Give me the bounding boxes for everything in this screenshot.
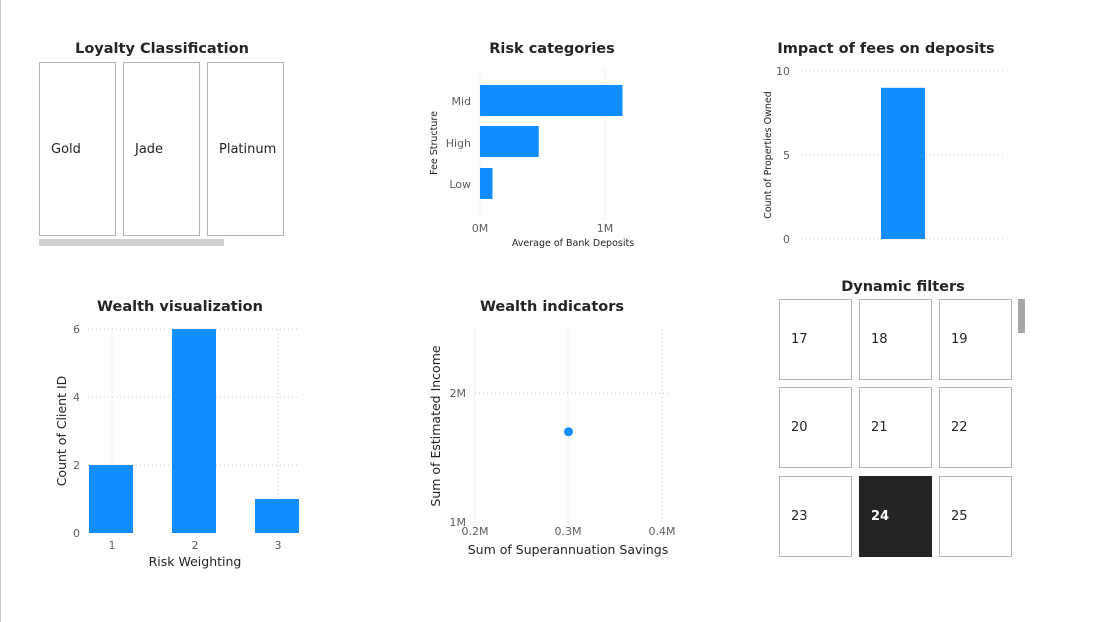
indicators-xtick-2: 0.4M [649,525,676,538]
indicators-ytick-1m: 1M [450,516,467,529]
indicators-xtick-1: 0.3M [555,525,582,538]
dynamic-filters-title: Dynamic filters [841,279,965,295]
risk-bar-mid[interactable] [480,85,623,116]
dynamic-tile-21[interactable]: 21 [859,387,932,468]
indicators-x-axis-title: Sum of Superannuation Savings [468,542,669,557]
risk-x-axis-title: Average of Bank Deposits [512,238,634,249]
dynamic-tile-label: 20 [791,420,808,435]
wealthviz-chart-title: Wealth visualization [97,299,263,315]
indicators-xtick-0: 0.2M [462,525,489,538]
dynamic-tile-20[interactable]: 20 [779,387,852,468]
wealthviz-xtick-1: 1 [109,539,116,552]
wealthviz-ytick-4: 4 [73,391,80,404]
dynamic-tile-19[interactable]: 19 [939,299,1012,380]
fees-ytick-5: 5 [783,149,790,162]
indicators-chart-plot: 2M 1M 0.2M 0.3M 0.4M Sum of Superannuati… [428,329,676,557]
fees-bar[interactable] [881,87,925,239]
risk-ytick-high: High [446,137,471,150]
loyalty-tile-platinum[interactable]: Platinum [207,62,284,236]
dynamic-tile-label: 21 [871,420,888,435]
canvas-left-border [0,0,1,622]
wealthviz-chart-plot: 6 4 2 0 1 2 3 Risk Weighting Count of Cl… [54,323,300,569]
dynamic-tile-label: 17 [791,332,808,347]
dynamic-tile-label: 18 [871,332,888,347]
loyalty-horizontal-scrollbar[interactable] [39,239,224,246]
dynamic-tile-label: 19 [951,332,968,347]
dynamic-tile-label: 22 [951,420,968,435]
risk-chart-plot: Mid High Low 0M 1M Average of Bank Depos… [429,70,634,249]
risk-ytick-low: Low [449,178,471,191]
wealthviz-ytick-6: 6 [73,323,80,336]
indicators-y-axis-title: Sum of Estimated Income [428,345,443,506]
risk-ytick-mid: Mid [451,95,471,108]
wealthviz-bar-1[interactable] [89,465,133,533]
dynamic-tile-23[interactable]: 23 [779,476,852,557]
wealth-indicators-chart: Wealth indicators 2M 1M 0.2M 0.3M 0.4M S… [418,296,686,562]
dynamic-tile-label: 25 [951,509,968,524]
loyalty-slicer: Loyalty Classification Gold Jade Platinu… [38,38,288,250]
wealth-visualization-chart: Wealth visualization 6 4 2 0 1 2 3 Risk … [50,296,310,572]
fees-impact-chart: Impact of fees on deposits 10 5 0 Count … [756,38,1016,254]
wealthviz-ytick-2: 2 [73,459,80,472]
indicators-scatter-point[interactable] [564,427,573,437]
risk-categories-chart: Risk categories Mid High Low 0M 1M Avera… [418,38,686,254]
wealthviz-bar-2[interactable] [172,329,216,533]
dynamic-tile-17[interactable]: 17 [779,299,852,380]
indicators-ytick-2m: 2M [450,387,467,400]
dynamic-vertical-scrollbar[interactable] [1018,299,1025,333]
risk-y-axis-title: Fee Structure [429,111,440,175]
risk-bar-high[interactable] [480,126,539,157]
risk-xtick-0: 0M [472,222,489,235]
risk-chart-title: Risk categories [489,41,615,57]
dynamic-tile-25[interactable]: 25 [939,476,1012,557]
wealthviz-bar-3[interactable] [255,499,299,533]
loyalty-tile-label: Platinum [219,141,277,157]
loyalty-slicer-title: Loyalty Classification [75,41,249,57]
fees-ytick-10: 10 [776,65,790,78]
wealthviz-y-axis-title: Count of Client ID [54,376,69,487]
wealthviz-x-axis-title: Risk Weighting [149,554,242,569]
risk-xtick-1: 1M [597,222,614,235]
loyalty-tile-label: Jade [135,141,164,157]
wealthviz-xtick-2: 2 [192,539,199,552]
indicators-chart-title: Wealth indicators [479,299,625,315]
fees-ytick-0: 0 [783,233,790,246]
loyalty-tile-gold[interactable]: Gold [39,62,116,236]
dynamic-filters-slicer: Dynamic filters 17 18 19 20 21 22 23 24 … [778,276,1028,560]
fees-chart-plot: 10 5 0 Count of Properties Owned [763,65,1006,246]
risk-bar-low[interactable] [480,168,493,199]
loyalty-tile-label: Gold [51,141,81,157]
dynamic-tile-24-selected[interactable]: 24 [859,476,932,557]
fees-chart-title: Impact of fees on deposits [777,41,995,57]
fees-y-axis-title: Count of Properties Owned [763,91,774,219]
loyalty-tile-jade[interactable]: Jade [123,62,200,236]
wealthviz-xtick-3: 3 [275,539,282,552]
wealthviz-ytick-0: 0 [73,527,80,540]
dynamic-tile-label: 23 [791,509,808,524]
dynamic-tile-22[interactable]: 22 [939,387,1012,468]
dynamic-tile-18[interactable]: 18 [859,299,932,380]
dynamic-tile-label: 24 [871,509,890,524]
